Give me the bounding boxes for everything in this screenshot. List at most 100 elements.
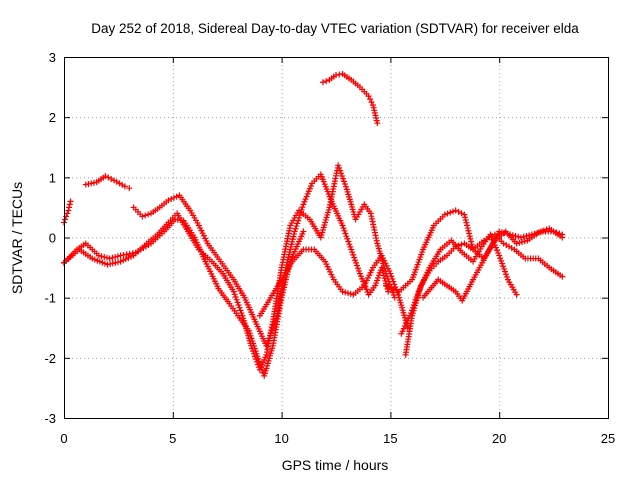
data-point-fill — [350, 251, 357, 258]
data-point — [496, 228, 503, 235]
data-point-fill — [501, 265, 508, 272]
series-pass-a — [61, 198, 74, 226]
data-point-fill — [336, 71, 343, 78]
data-point-fill — [466, 230, 473, 237]
data-point-fill — [467, 235, 474, 242]
data-point-fill — [553, 229, 560, 236]
data-point-fill — [556, 230, 563, 237]
data-point — [335, 162, 342, 169]
data-point — [461, 211, 468, 218]
data-point-fill — [501, 229, 508, 236]
data-point-fill — [464, 222, 471, 229]
data-point-fill — [114, 259, 121, 266]
data-point-fill — [368, 99, 375, 106]
data-point — [106, 255, 113, 262]
data-point-fill — [388, 285, 395, 292]
data-point-fill — [238, 310, 245, 317]
data-point-fill — [516, 239, 523, 246]
data-point-fill — [107, 260, 114, 267]
series-pass-k — [420, 228, 566, 304]
data-point-fill — [526, 232, 533, 239]
data-point-fill — [249, 345, 256, 352]
data-point-fill — [498, 229, 505, 236]
data-point-fill — [380, 269, 387, 276]
data-point-fill — [520, 233, 527, 240]
data-point — [356, 270, 363, 277]
data-point-fill — [125, 254, 132, 261]
data-point-fill — [142, 212, 149, 219]
data-point-fill — [358, 273, 365, 280]
data-point — [319, 79, 326, 86]
data-point-fill — [64, 210, 71, 217]
data-point-fill — [90, 179, 97, 186]
data-point-fill — [515, 233, 522, 240]
data-point-fill — [112, 259, 119, 266]
x-tick-label: 15 — [383, 431, 397, 446]
data-point-fill — [237, 307, 244, 314]
data-point-fill — [304, 190, 311, 197]
data-point-fill — [253, 358, 260, 365]
data-point-fill — [455, 242, 462, 249]
data-point-fill — [296, 212, 303, 219]
data-point-fill — [500, 263, 507, 270]
data-point — [67, 198, 74, 205]
data-point-fill — [298, 206, 305, 213]
x-tick-label: 5 — [169, 431, 176, 446]
x-tick-label: 0 — [60, 431, 67, 446]
data-point-fill — [170, 194, 177, 201]
data-point — [513, 291, 520, 298]
data-point-fill — [299, 204, 306, 211]
data-point-fill — [449, 208, 456, 215]
data-point-fill — [512, 232, 519, 239]
data-point-fill — [504, 230, 511, 237]
data-point — [441, 211, 448, 218]
chart-title: Day 252 of 2018, Sidereal Day-to-day VTE… — [91, 21, 579, 36]
data-point-fill — [447, 209, 454, 216]
data-point-fill — [340, 175, 347, 182]
data-point-fill — [343, 233, 350, 240]
data-point-fill — [531, 230, 538, 237]
data-point-fill — [502, 271, 509, 278]
data-point-fill — [234, 299, 241, 306]
data-point-fill — [123, 251, 130, 258]
data-point-fill — [519, 239, 526, 246]
data-point-fill — [231, 291, 238, 298]
data-point-fill — [509, 232, 516, 239]
data-point-fill — [340, 225, 347, 232]
data-point — [452, 243, 459, 250]
data-point-fill — [323, 78, 330, 85]
data-point-fill — [236, 304, 243, 311]
data-point-fill — [173, 193, 180, 200]
x-axis-label: GPS time / hours — [282, 457, 389, 473]
data-point-fill — [498, 257, 505, 264]
data-point — [550, 228, 557, 235]
data-point-fill — [105, 174, 112, 181]
data-point-fill — [342, 289, 349, 296]
data-point-fill — [462, 214, 469, 221]
data-point-fill — [344, 235, 351, 242]
data-point-fill — [455, 208, 462, 215]
data-point-fill — [293, 223, 300, 230]
data-point — [248, 342, 255, 349]
data-point-fill — [109, 254, 116, 261]
data-point-fill — [385, 283, 392, 290]
data-point — [507, 231, 514, 238]
data-point-fill — [66, 201, 73, 208]
data-point-fill — [98, 253, 105, 260]
data-point-fill — [347, 243, 354, 250]
series-pass-i — [402, 231, 566, 358]
data-point-fill — [112, 254, 119, 261]
data-point — [348, 246, 355, 253]
data-point-fill — [336, 164, 343, 171]
data-point-fill — [351, 254, 358, 261]
data-point-fill — [468, 241, 475, 248]
data-point-fill — [468, 238, 475, 245]
data-point-fill — [252, 353, 259, 360]
series-pass-b — [82, 173, 133, 192]
data-point-fill — [305, 188, 312, 195]
data-point-fill — [302, 196, 309, 203]
data-point-fill — [494, 247, 501, 254]
series-pass-e — [130, 171, 392, 349]
data-point — [528, 231, 535, 238]
